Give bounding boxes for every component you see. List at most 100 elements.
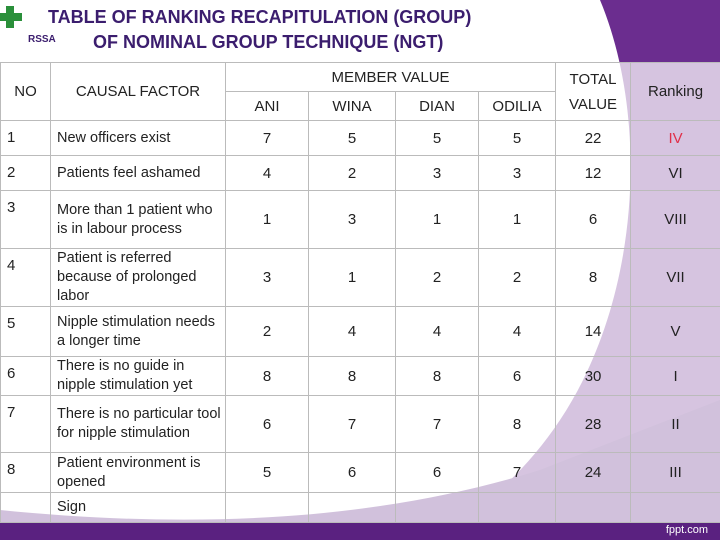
table-cell: MEMBER VALUE bbox=[224, 62, 557, 92]
table-cell: 3 bbox=[225, 248, 309, 307]
table-cell: 6 bbox=[477, 356, 557, 396]
table-cell: 6 bbox=[225, 395, 309, 453]
table-cell: 28 bbox=[555, 395, 632, 453]
table-cell: VI bbox=[630, 155, 720, 191]
header-text: VALUE bbox=[568, 95, 618, 113]
table-cell: DIAN bbox=[395, 91, 479, 121]
table-cell: 6 bbox=[395, 452, 479, 493]
table-cell: 2 bbox=[395, 248, 479, 307]
table-cell: 6 bbox=[0, 356, 51, 396]
table-cell: NO bbox=[0, 62, 51, 121]
table-cell: VIII bbox=[630, 190, 720, 249]
table-row: 6 There is no guide in nipple stimulation… bbox=[0, 356, 720, 396]
table-cell: 12 bbox=[555, 155, 632, 191]
table-cell: 14 bbox=[555, 306, 632, 357]
table-cell: 8 bbox=[0, 452, 51, 493]
table-cell: 1 bbox=[308, 248, 396, 307]
table-cell: 8 bbox=[477, 395, 557, 453]
table-cell: VII bbox=[630, 248, 720, 307]
table-row: 1 New officers exist 7 5 5 5 22 IV bbox=[0, 120, 720, 156]
title: TABLE OF RANKING RECAPITULATION (GROUP) bbox=[48, 7, 472, 27]
table-cell: 5 bbox=[308, 120, 396, 156]
title: OF NOMINAL GROUP TECHNIQUE (NGT) bbox=[93, 32, 444, 52]
table-cell: 4 bbox=[308, 306, 396, 357]
table-row: 2 Patients feel ashamed 4 2 3 3 12 VI bbox=[0, 155, 720, 191]
table-cell: More than 1 patient who is in labour pro… bbox=[50, 190, 226, 249]
table-cell: Patient environment is opened bbox=[50, 452, 226, 493]
table-cell: ANI bbox=[225, 91, 309, 121]
table-row: 3 More than 1 patient who is in labour pr… bbox=[0, 190, 720, 249]
table-cell: CAUSAL FACTOR bbox=[50, 62, 226, 121]
table-cell bbox=[0, 492, 51, 523]
table-row: Sign bbox=[0, 492, 720, 523]
table-cell: 5 bbox=[0, 306, 51, 357]
table-cell: 2 bbox=[0, 155, 51, 191]
table-cell: 7 bbox=[308, 395, 396, 453]
table-cell: There is no guide in nipple stimulation … bbox=[50, 356, 226, 396]
table-cell: 6 bbox=[308, 452, 396, 493]
table-row: 5 Nipple stimulation needs a longer time 2… bbox=[0, 306, 720, 357]
table-cell: New officers exist bbox=[50, 120, 226, 156]
table-cell: 8 bbox=[225, 356, 309, 396]
table-cell: Sign bbox=[50, 492, 226, 523]
footer: fppt.com bbox=[665, 524, 708, 536]
table-cell: 8 bbox=[308, 356, 396, 396]
table-cell: 7 bbox=[477, 452, 557, 493]
table-cell: There is no particular tool for nipple s… bbox=[50, 395, 226, 453]
table-cell bbox=[395, 492, 479, 523]
table-cell: 7 bbox=[0, 395, 51, 453]
table-cell: 5 bbox=[225, 452, 309, 493]
table-cell: 1 bbox=[225, 190, 309, 249]
table-cell: II bbox=[630, 395, 720, 453]
table-cell: 30 bbox=[555, 356, 632, 396]
table-cell: 24 bbox=[555, 452, 632, 493]
table-cell: IV bbox=[630, 120, 720, 156]
header-text: TOTAL bbox=[569, 70, 617, 88]
table-cell: 3 bbox=[0, 190, 51, 249]
table-cell: 2 bbox=[308, 155, 396, 191]
logo-icon bbox=[0, 13, 22, 21]
table-cell: Patients feel ashamed bbox=[50, 155, 226, 191]
table-cell: 6 bbox=[555, 190, 632, 249]
table-cell: Nipple stimulation needs a longer time bbox=[50, 306, 226, 357]
table-row: 4 Patient is referred because of prolonge… bbox=[0, 248, 720, 307]
table-cell: 1 bbox=[0, 120, 51, 156]
table-cell: 7 bbox=[395, 395, 479, 453]
table-cell: 4 bbox=[0, 248, 51, 307]
table: NO CAUSAL FACTOR MEMBER VALUE TOTAL VALUE Ran… bbox=[0, 62, 720, 523]
table-cell: 2 bbox=[225, 306, 309, 357]
table-cell: 22 bbox=[555, 120, 632, 156]
table-cell: V bbox=[630, 306, 720, 357]
table-cell: 5 bbox=[395, 120, 479, 156]
table-cell: Ranking bbox=[630, 62, 720, 121]
table-row: 7 There is no particular tool for nipple … bbox=[0, 395, 720, 453]
table-cell: 8 bbox=[555, 248, 632, 307]
table-cell: 4 bbox=[395, 306, 479, 357]
table-cell: I bbox=[630, 356, 720, 396]
table-cell: 7 bbox=[225, 120, 309, 156]
table-cell bbox=[225, 492, 309, 523]
table-cell: 3 bbox=[395, 155, 479, 191]
table-cell: WINA bbox=[308, 91, 396, 121]
logo: RSSA bbox=[28, 34, 56, 45]
table-cell: ODILIA bbox=[477, 91, 557, 121]
table-cell: 4 bbox=[225, 155, 309, 191]
table-cell bbox=[308, 492, 396, 523]
table-cell: 5 bbox=[477, 120, 557, 156]
table-cell: 1 bbox=[395, 190, 479, 249]
table-cell: 1 bbox=[477, 190, 557, 249]
table-cell: TOTAL VALUE bbox=[555, 62, 632, 121]
table-cell: 4 bbox=[477, 306, 557, 357]
table-cell bbox=[555, 492, 632, 523]
table-cell: Patient is referred because of prolonged… bbox=[50, 248, 226, 307]
table-cell: 3 bbox=[308, 190, 396, 249]
table-cell: 3 bbox=[477, 155, 557, 191]
table-row: NO CAUSAL FACTOR MEMBER VALUE TOTAL VALUE Ran… bbox=[0, 62, 720, 121]
table-cell bbox=[630, 492, 720, 523]
table-row: ANI WINA DIAN ODILIA bbox=[1, 91, 720, 121]
table-row: 8 Patient environment is opened 5 6 6 7 24 III bbox=[0, 452, 720, 493]
table-cell: 8 bbox=[395, 356, 479, 396]
table-cell: 2 bbox=[477, 248, 557, 307]
table-cell: III bbox=[630, 452, 720, 493]
